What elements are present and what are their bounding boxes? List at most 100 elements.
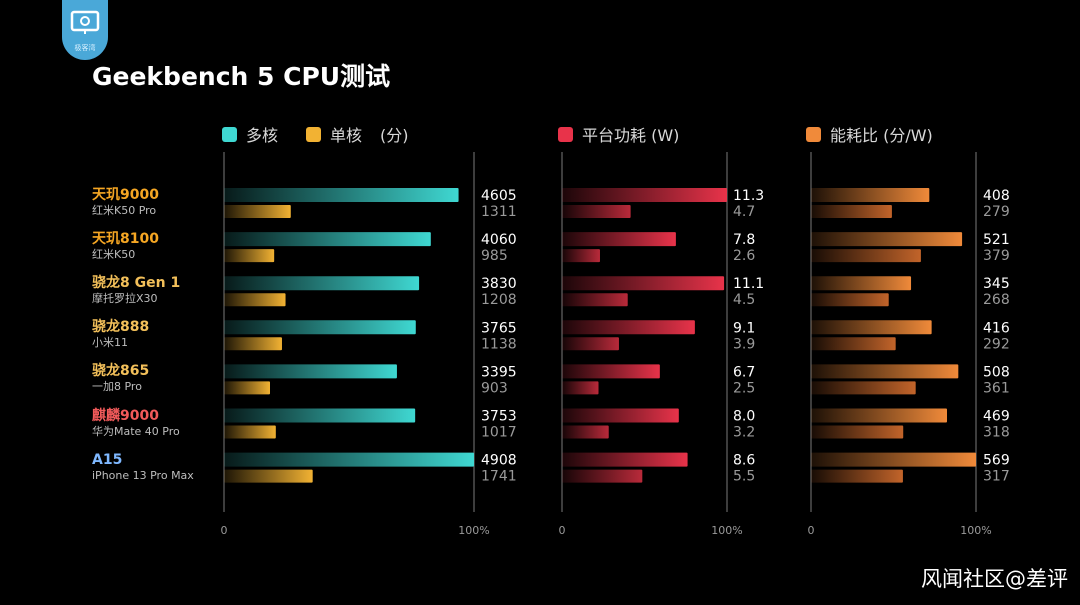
bar-power-primary <box>562 452 688 467</box>
chip-name: 骁龙8 Gen 1 <box>92 275 181 292</box>
legend-label: 平台功耗 (W) <box>582 126 680 145</box>
chip-name: 骁龙888 <box>92 319 150 336</box>
device-model: 摩托罗拉X30 <box>92 292 158 306</box>
data-label: 6.7 <box>733 364 755 380</box>
monitor-icon <box>70 10 100 34</box>
bar-power-primary <box>562 408 679 423</box>
bar-efficiency-primary <box>811 276 912 291</box>
chip-name: 天玑9000 <box>92 187 159 203</box>
data-label: 345 <box>983 276 1010 292</box>
legend-label: 单核 <box>330 126 363 145</box>
device-model: iPhone 13 Pro Max <box>92 468 194 482</box>
data-label: 3753 <box>481 409 517 425</box>
device-model: 红米K50 Pro <box>92 204 157 217</box>
bar-power-primary <box>562 364 660 379</box>
data-label: 5.5 <box>733 469 755 485</box>
data-label: 1741 <box>481 469 517 485</box>
bar-efficiency-primary <box>811 232 963 247</box>
bar-efficiency-secondary <box>811 337 896 351</box>
legend-efficiency: 能耗比 (分/W) <box>806 124 933 145</box>
bar-power-secondary <box>562 425 609 439</box>
legend-swatch <box>806 126 821 142</box>
device-label: 骁龙8 Gen 1 摩托罗拉X30 <box>92 275 222 306</box>
data-label: 11.1 <box>733 276 764 292</box>
chip-name: 天玑8100 <box>92 231 159 248</box>
data-label: 11.3 <box>733 188 764 204</box>
data-label: 2.5 <box>733 380 755 396</box>
data-label: 318 <box>983 425 1010 441</box>
bar-score-primary <box>224 452 474 467</box>
data-label: 4.7 <box>733 204 755 220</box>
data-label: 3.2 <box>733 425 755 441</box>
data-label: 1138 <box>481 336 517 352</box>
data-label: 3830 <box>481 276 517 292</box>
data-label: 268 <box>983 292 1010 308</box>
device-model: 一加8 Pro <box>92 380 142 394</box>
logo-text: 极客湾 <box>74 44 96 52</box>
legend-swatch <box>558 126 573 142</box>
bar-efficiency-secondary <box>811 293 889 307</box>
data-label: 569 <box>983 453 1010 469</box>
data-label: 279 <box>983 204 1010 220</box>
bar-efficiency-secondary <box>811 249 921 263</box>
bar-efficiency-secondary <box>811 469 903 483</box>
data-label: 9.1 <box>733 320 755 336</box>
data-label: 292 <box>983 336 1010 352</box>
device-label: 天玑9000 红米K50 Pro <box>92 187 222 218</box>
bar-score-primary <box>224 320 416 335</box>
axis-tick-label: 0 <box>559 524 566 537</box>
bar-score-secondary <box>224 205 291 218</box>
bar-power-secondary <box>562 469 643 483</box>
legend-unit: (分) <box>380 126 409 145</box>
bar-score-secondary <box>224 249 275 263</box>
bar-efficiency-primary <box>811 408 948 423</box>
data-label: 361 <box>983 380 1010 396</box>
data-label: 7.8 <box>733 232 755 248</box>
data-label: 8.6 <box>733 453 755 469</box>
bar-score-secondary <box>224 425 276 439</box>
data-label: 521 <box>983 232 1010 248</box>
data-label: 4.5 <box>733 292 755 308</box>
brand-logo: 极客湾 <box>62 0 108 60</box>
bar-score-secondary <box>224 469 313 483</box>
device-model: 小米11 <box>92 336 128 350</box>
legend-multicore: 多核 <box>222 124 278 145</box>
chip-name: A15 <box>92 451 123 468</box>
bar-power-secondary <box>562 381 599 395</box>
data-label: 1208 <box>481 292 517 308</box>
data-label: 508 <box>983 364 1010 380</box>
data-label: 3395 <box>481 364 517 380</box>
bar-power-primary <box>562 276 725 291</box>
bar-power-secondary <box>562 249 600 263</box>
bar-score-primary <box>224 364 397 379</box>
legend-swatch <box>222 126 237 142</box>
data-label: 1311 <box>481 204 517 220</box>
device-label: 骁龙865 一加8 Pro <box>92 363 222 394</box>
legend-singlecore: 单核 (分) <box>306 124 409 145</box>
device-label: A15 iPhone 13 Pro Max <box>92 452 222 483</box>
axis-tick-label: 100% <box>711 524 742 537</box>
bar-score-primary <box>224 408 416 423</box>
chip-name: 骁龙865 <box>92 363 150 380</box>
device-label: 骁龙888 小米11 <box>92 319 222 350</box>
bar-power-secondary <box>562 293 628 307</box>
device-label: 麒麟9000 华为Mate 40 Pro <box>92 408 222 439</box>
bar-score-primary <box>224 232 431 247</box>
chart-title: Geekbench 5 CPU测试 <box>92 62 391 91</box>
bar-efficiency-secondary <box>811 381 916 395</box>
bar-power-secondary <box>562 337 619 351</box>
device-model: 红米K50 <box>92 248 136 262</box>
bar-score-secondary <box>224 381 270 395</box>
data-label: 317 <box>983 469 1010 485</box>
data-label: 4605 <box>481 188 517 204</box>
bar-power-primary <box>562 188 727 202</box>
data-label: 1017 <box>481 425 517 441</box>
legend-swatch <box>306 126 321 142</box>
chip-name: 麒麟9000 <box>92 407 159 424</box>
bar-efficiency-secondary <box>811 205 892 218</box>
bar-power-primary <box>562 320 695 335</box>
axis-tick-label: 100% <box>960 524 991 537</box>
bar-score-secondary <box>224 293 286 307</box>
bar-score-primary <box>224 276 420 291</box>
